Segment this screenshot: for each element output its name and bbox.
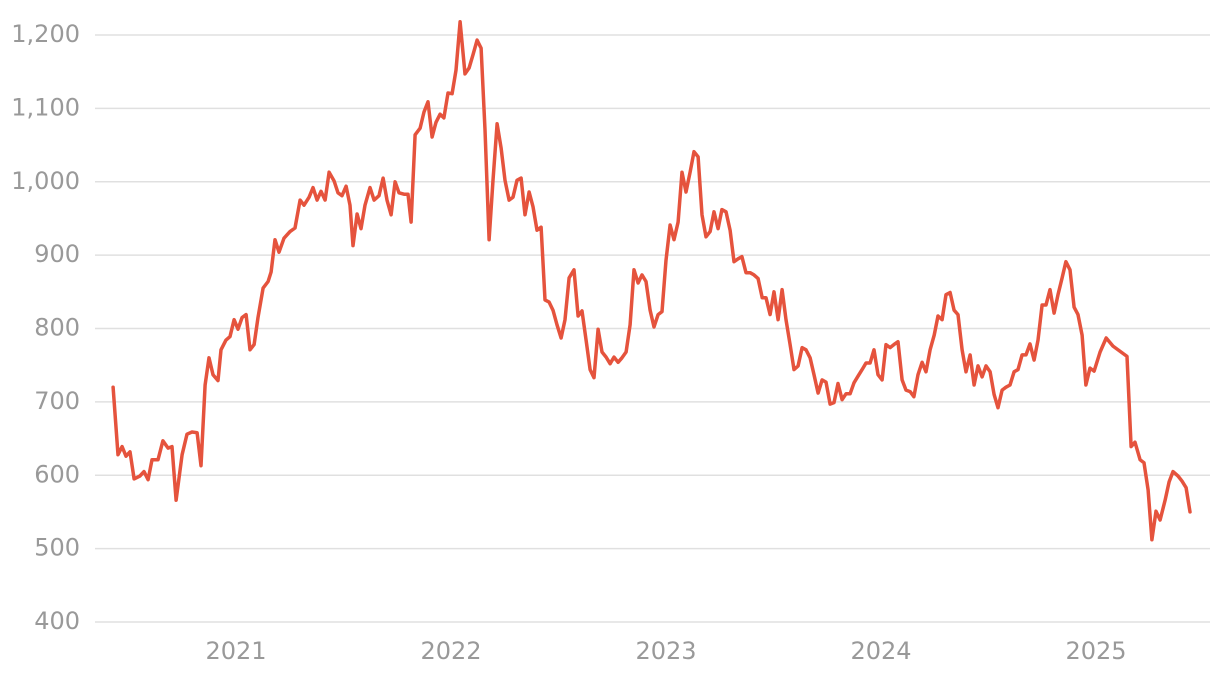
y-tick-label: 400 [34,607,80,635]
x-tick-label: 2021 [206,637,267,665]
x-tick-label: 2022 [421,637,482,665]
line-series [111,20,1192,542]
y-tick-label: 700 [34,387,80,415]
x-tick-label: 2025 [1066,637,1127,665]
y-tick-label: 1,100 [11,93,80,121]
y-tick-label: 1,200 [11,20,80,48]
x-tick-label: 2023 [636,637,697,665]
y-tick-label: 800 [34,314,80,342]
y-tick-label: 900 [34,240,80,268]
y-tick-label: 600 [34,460,80,488]
y-tick-label: 1,000 [11,167,80,195]
y-tick-label: 500 [34,534,80,562]
x-tick-label: 2024 [851,637,912,665]
